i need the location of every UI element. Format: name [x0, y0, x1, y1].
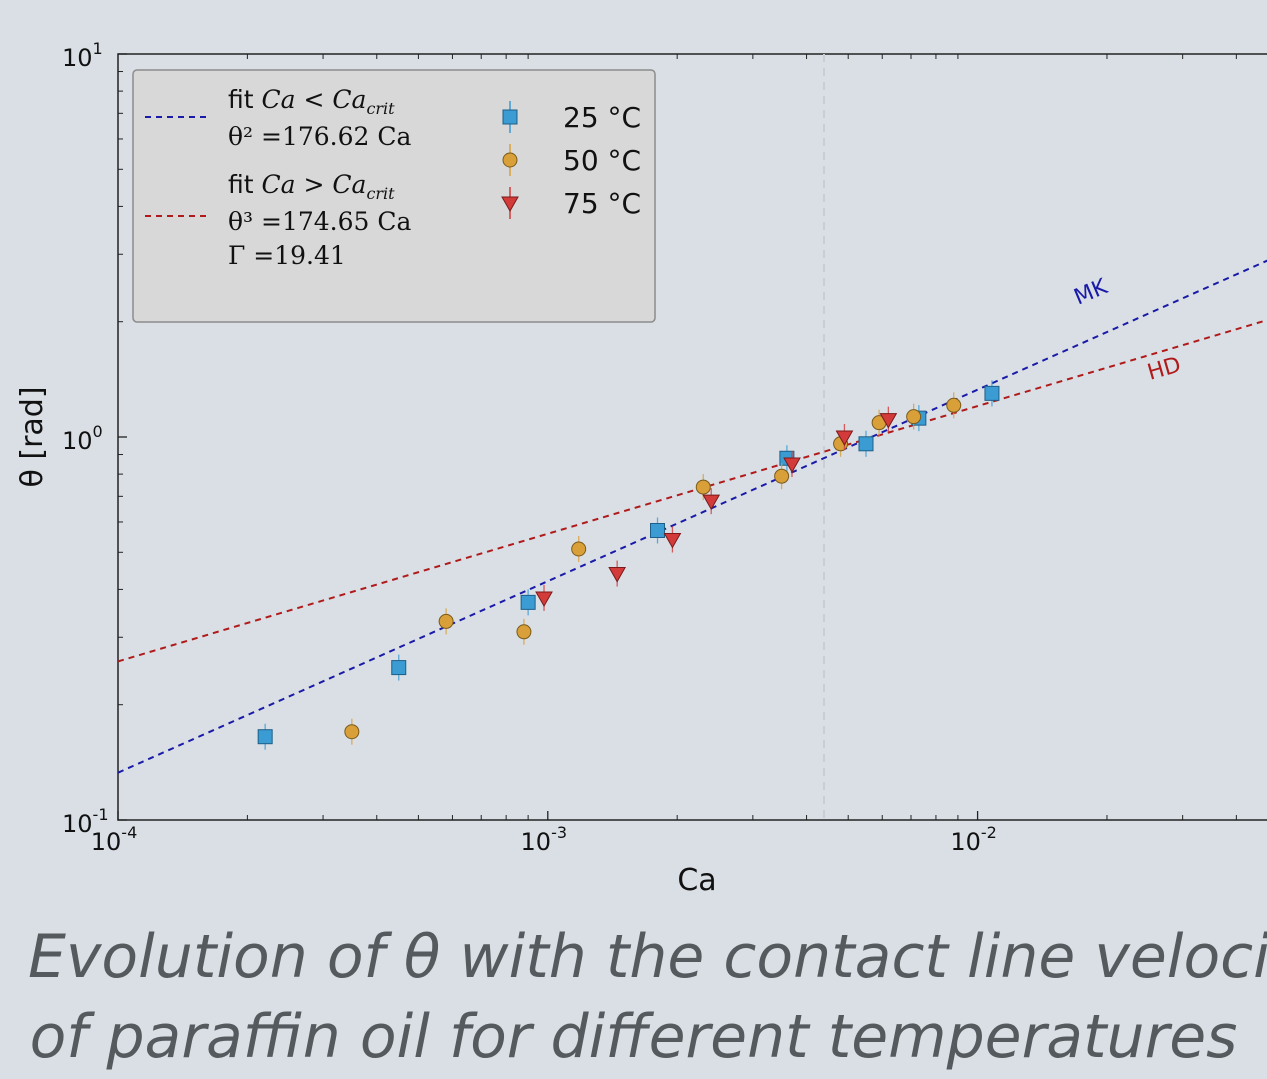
axis-ticks: 10-4 10-3 10-2 10-1 100 101 [62, 39, 1237, 856]
legend-s3-label: 75 °C [563, 187, 641, 220]
point-series-1 [520, 589, 536, 616]
fit-line-hd [117, 319, 1267, 663]
point-series-1 [391, 654, 407, 681]
x-tick-label: 10-4 [91, 823, 138, 856]
point-series-2 [344, 718, 360, 745]
data-points [257, 380, 1000, 750]
point-series-3 [783, 451, 801, 478]
point-series-2 [946, 392, 962, 419]
point-series-2 [774, 463, 790, 490]
point-series-3 [535, 584, 553, 611]
legend-s2-label: 50 °C [563, 144, 641, 177]
caption-line-1: Evolution of θ with the contact line vel… [28, 922, 1267, 992]
point-series-3 [702, 488, 721, 515]
caption-line-2: of paraffin oil for different temperatur… [29, 1002, 1238, 1072]
x-tick-label: 10-2 [950, 823, 997, 856]
y-tick-label: 100 [62, 422, 103, 455]
legend-fit2-eq: θ³ =174.65 Ca [228, 207, 412, 236]
point-series-3 [835, 424, 854, 450]
point-series-1 [257, 723, 273, 750]
legend: fit Ca < Cacrit θ² =176.62 Ca fit Ca > C… [132, 69, 656, 323]
legend-s2-marker [502, 152, 518, 168]
point-series-1 [858, 430, 874, 457]
y-tick-label: 101 [62, 39, 103, 72]
annotation-hd: HD [1145, 353, 1184, 386]
point-series-2 [438, 608, 454, 635]
point-series-1 [650, 517, 666, 544]
legend-fit2-title: fit Ca > Cacrit [228, 170, 395, 203]
point-series-2 [906, 403, 922, 430]
point-series-2 [571, 536, 587, 563]
y-tick-label: 10-1 [62, 805, 109, 838]
x-axis-label: Ca [677, 863, 716, 898]
legend-fit1-title: fit Ca < Cacrit [228, 85, 395, 118]
legend-s1-label: 25 °C [563, 101, 641, 134]
legend-fit1-eq: θ² =176.62 Ca [228, 122, 412, 151]
legend-box [132, 69, 656, 323]
legend-s3-marker [501, 196, 519, 213]
point-series-3 [879, 406, 898, 433]
legend-fit2-gamma: Γ =19.41 [228, 241, 346, 270]
point-series-2 [516, 618, 532, 645]
point-series-1 [984, 380, 1000, 407]
point-series-3 [663, 526, 682, 553]
legend-s1-marker [502, 109, 518, 125]
y-axis-label: θ [rad] [15, 386, 50, 487]
x-tick-label: 10-3 [521, 823, 568, 856]
fit-line-mk [117, 259, 1267, 774]
point-series-3 [608, 560, 627, 587]
annotation-mk: MK [1071, 274, 1112, 310]
